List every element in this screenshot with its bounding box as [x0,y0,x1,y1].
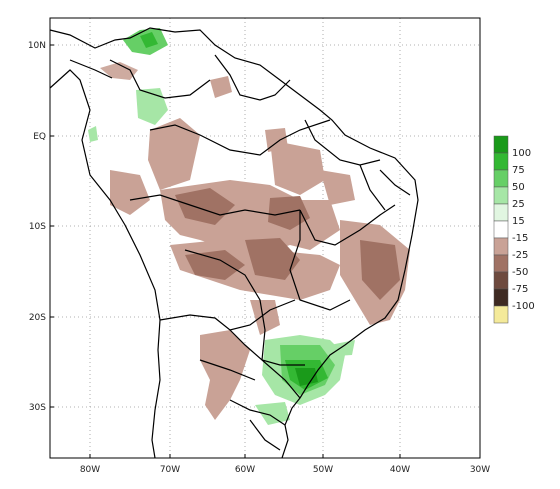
anomaly-shading [88,28,410,425]
lon-tick-label: 50W [313,465,333,475]
colorbar-label: -15 [512,233,528,244]
colorbar-swatch [493,169,509,188]
map-border [49,17,481,459]
colorbar-label: -75 [512,284,528,295]
lat-tick-label: EQ [33,132,46,142]
lon-tick-label: 80W [80,465,100,475]
colorbar-label: -25 [512,250,528,261]
colorbar-label: 75 [512,165,525,176]
colorbar-label: 25 [512,199,525,210]
country-borders [49,27,419,459]
colorbar-swatch [493,237,509,256]
colorbar-swatch [493,186,509,205]
colorbar-swatch [493,152,509,171]
colorbar-label: 15 [512,216,525,227]
lon-tick-label: 60W [235,465,255,475]
lon-tick-label: 30W [470,465,490,475]
lon-tick-label: 70W [160,465,180,475]
colorbar-swatch [493,220,509,239]
lat-tick-label: 20S [29,313,46,323]
colorbar-label: -50 [512,267,528,278]
colorbar-label: -100 [512,301,535,312]
lon-tick-label: 40W [390,465,410,475]
colorbar-swatch [493,203,509,222]
lat-tick-label: 10N [28,41,46,51]
colorbar-label: 100 [512,148,531,159]
colorbar-swatch [493,254,509,273]
colorbar-swatch [493,271,509,290]
colorbar-swatch [493,135,509,154]
colorbar-swatch [493,288,509,307]
colorbar-swatch [493,305,509,324]
colorbar-label: 50 [512,182,525,193]
lat-tick-label: 30S [29,403,46,413]
axis-labels: 10N EQ 10S 20S 30S 80W 70W 60W 50W 40W 30W [28,41,490,475]
lat-tick-label: 10S [29,222,46,232]
colorbar-legend: 100 75 50 25 15 -15 -25 -50 -75 -100 [493,135,535,324]
